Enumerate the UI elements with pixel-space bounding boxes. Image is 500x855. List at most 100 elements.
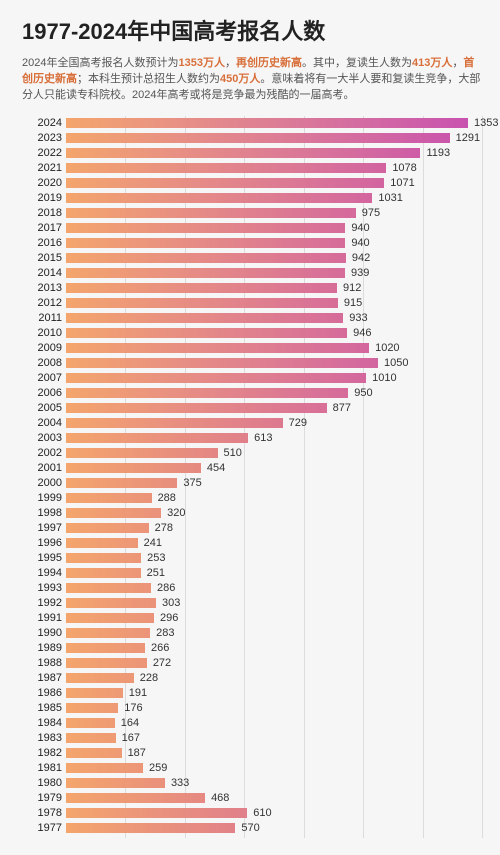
bar-row: 2010946 — [66, 326, 482, 341]
value-label: 933 — [349, 312, 367, 324]
year-label: 2010 — [22, 327, 62, 339]
bar-row: 20191031 — [66, 191, 482, 206]
bar-row: 1989266 — [66, 641, 482, 656]
bar — [66, 148, 420, 158]
value-label: 942 — [352, 252, 370, 264]
value-label: 950 — [354, 387, 372, 399]
value-label: 1291 — [456, 132, 480, 144]
year-label: 1988 — [22, 657, 62, 669]
bar — [66, 238, 345, 248]
bar — [66, 598, 156, 608]
value-label: 272 — [153, 657, 171, 669]
year-label: 2009 — [22, 342, 62, 354]
year-label: 2019 — [22, 192, 62, 204]
value-label: 375 — [183, 477, 201, 489]
year-label: 2020 — [22, 177, 62, 189]
bar — [66, 478, 177, 488]
bar — [66, 133, 450, 143]
subtitle-span: 再创历史新高 — [236, 57, 302, 69]
bar-row: 2018975 — [66, 206, 482, 221]
bar — [66, 553, 141, 563]
bar — [66, 328, 347, 338]
bar — [66, 283, 337, 293]
bar-row: 2012915 — [66, 296, 482, 311]
value-label: 286 — [157, 582, 175, 594]
value-label: 1020 — [375, 342, 399, 354]
bar-row: 1982187 — [66, 746, 482, 761]
bar — [66, 568, 141, 578]
year-label: 2014 — [22, 267, 62, 279]
bar — [66, 448, 218, 458]
bar — [66, 253, 346, 263]
value-label: 191 — [129, 687, 147, 699]
value-label: 266 — [151, 642, 169, 654]
year-label: 1990 — [22, 627, 62, 639]
bar-row: 1985176 — [66, 701, 482, 716]
value-label: 939 — [351, 267, 369, 279]
year-label: 1983 — [22, 732, 62, 744]
value-label: 1010 — [372, 372, 396, 384]
bar-row: 1983167 — [66, 731, 482, 746]
value-label: 278 — [155, 522, 173, 534]
year-label: 1995 — [22, 552, 62, 564]
bar-chart: 2024135320231291202211932021107820201071… — [22, 116, 482, 838]
value-label: 176 — [124, 702, 142, 714]
bar-row: 2005877 — [66, 401, 482, 416]
value-label: 912 — [343, 282, 361, 294]
year-label: 1993 — [22, 582, 62, 594]
year-label: 1982 — [22, 747, 62, 759]
bar-row: 1991296 — [66, 611, 482, 626]
bar — [66, 208, 356, 218]
bar — [66, 628, 150, 638]
bar — [66, 508, 161, 518]
bar — [66, 358, 378, 368]
year-label: 2002 — [22, 447, 62, 459]
page-title: 1977-2024年中国高考报名人数 — [22, 14, 482, 46]
bar-row: 20091020 — [66, 341, 482, 356]
year-label: 1996 — [22, 537, 62, 549]
bar — [66, 643, 145, 653]
year-label: 1998 — [22, 507, 62, 519]
bar — [66, 388, 348, 398]
value-label: 1078 — [392, 162, 416, 174]
year-label: 2024 — [22, 117, 62, 129]
bar — [66, 703, 118, 713]
bar — [66, 268, 345, 278]
value-label: 915 — [344, 297, 362, 309]
bar-row: 1995253 — [66, 551, 482, 566]
value-label: 251 — [147, 567, 165, 579]
bar — [66, 523, 149, 533]
bar-row: 1993286 — [66, 581, 482, 596]
year-label: 2013 — [22, 282, 62, 294]
subtitle-span: ；本科生预计总招生人数约为 — [77, 73, 220, 85]
bar — [66, 433, 248, 443]
subtitle-span: 。其中，复读生人数为 — [302, 57, 412, 69]
value-label: 303 — [162, 597, 180, 609]
bar-row: 2006950 — [66, 386, 482, 401]
value-label: 320 — [167, 507, 185, 519]
bar — [66, 748, 122, 758]
bar-row: 1998320 — [66, 506, 482, 521]
bar — [66, 778, 165, 788]
year-label: 2021 — [22, 162, 62, 174]
year-label: 2018 — [22, 207, 62, 219]
subtitle-span: 1353万人 — [178, 57, 224, 69]
bar-row: 1979468 — [66, 791, 482, 806]
bar — [66, 223, 345, 233]
bar-row: 20081050 — [66, 356, 482, 371]
value-label: 1050 — [384, 357, 408, 369]
value-label: 259 — [149, 762, 167, 774]
bar — [66, 193, 372, 203]
value-label: 253 — [147, 552, 165, 564]
bar — [66, 823, 235, 833]
bar-row: 1990283 — [66, 626, 482, 641]
bar-row: 20201071 — [66, 176, 482, 191]
bar-row: 20241353 — [66, 116, 482, 131]
bar-row: 2001454 — [66, 461, 482, 476]
bar — [66, 793, 205, 803]
year-label: 1979 — [22, 792, 62, 804]
value-label: 167 — [122, 732, 140, 744]
bar — [66, 658, 147, 668]
subtitle-text: 2024年全国高考报名人数预计为1353万人，再创历史新高。其中，复读生人数为4… — [22, 56, 482, 104]
bar-row: 2000375 — [66, 476, 482, 491]
